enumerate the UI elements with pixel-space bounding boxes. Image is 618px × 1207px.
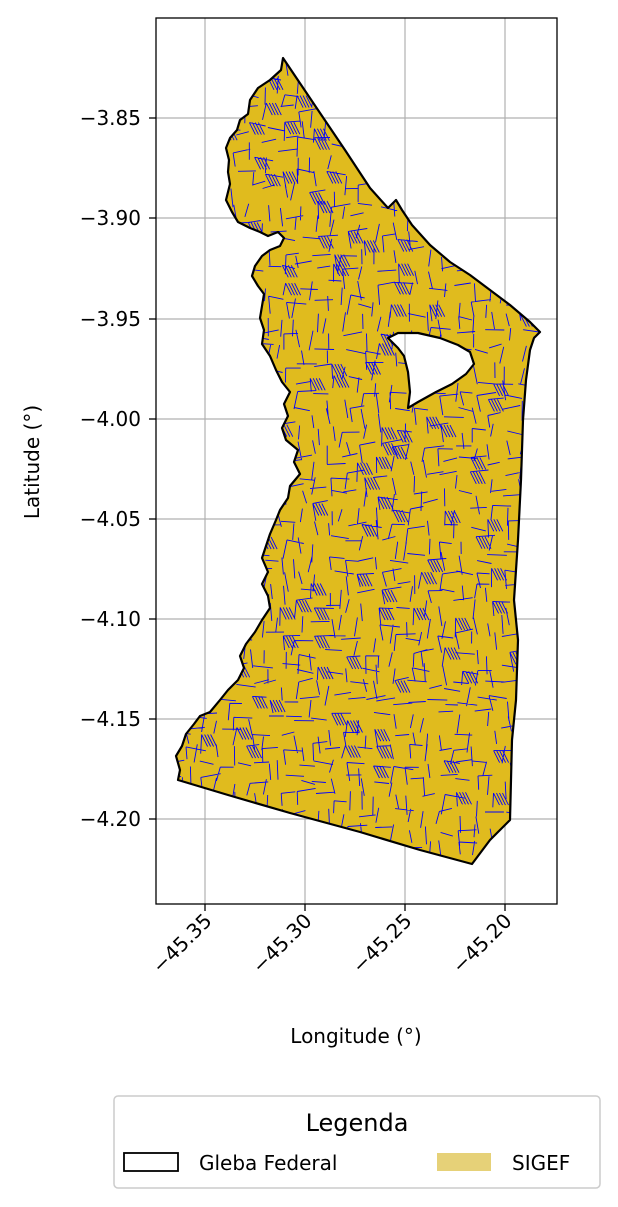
y-tick-label: −3.85: [80, 106, 141, 130]
y-tick-labels: −3.85 −3.90 −3.95 −4.00 −4.05 −4.10 −4.1…: [80, 106, 141, 831]
y-tick-marks: [149, 117, 156, 820]
x-tick-label: −45.30: [247, 909, 316, 978]
x-tick-marks: [204, 904, 506, 911]
y-tick-label: −4.15: [80, 707, 141, 731]
x-tick-label: −45.35: [147, 909, 216, 978]
x-tick-label: −45.20: [447, 909, 516, 978]
gleba-federal-boundary: [174, 56, 542, 866]
y-tick-label: −4.00: [80, 407, 141, 431]
plot-frame: [155, 17, 558, 905]
y-tick-label: −4.10: [80, 607, 141, 631]
x-axis-label: Longitude (°): [290, 1024, 421, 1048]
y-tick-label: −4.05: [80, 507, 141, 531]
legend-label-sigef: SIGEF: [512, 1151, 570, 1175]
legend-swatch-sigef: [437, 1153, 491, 1171]
y-axis-label: Latitude (°): [20, 405, 44, 519]
legend-label-gleba-federal: Gleba Federal: [199, 1151, 337, 1175]
legend-swatch-gleba-federal: [123, 1152, 179, 1172]
y-tick-label: −3.90: [80, 206, 141, 230]
sigef-area: [176, 58, 540, 864]
x-tick-label: −45.25: [347, 909, 416, 978]
legend-title: Legenda: [306, 1109, 409, 1137]
y-tick-label: −3.95: [80, 307, 141, 331]
x-tick-labels: −45.35 −45.30 −45.25 −45.20: [147, 909, 516, 978]
y-tick-label: −4.20: [80, 807, 141, 831]
legend: Legenda Gleba Federal SIGEF: [113, 1095, 601, 1189]
